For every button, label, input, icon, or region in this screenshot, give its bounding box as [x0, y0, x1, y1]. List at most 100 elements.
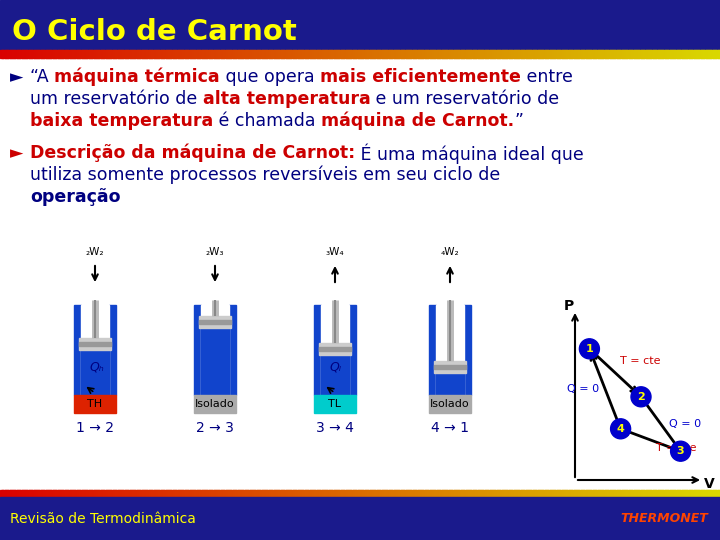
Bar: [243, 50, 246, 58]
Bar: [646, 50, 649, 58]
Bar: [245, 490, 248, 497]
Bar: [247, 490, 251, 497]
Bar: [506, 490, 510, 497]
Bar: [48, 50, 51, 58]
Bar: [79, 490, 83, 497]
Bar: [641, 50, 644, 58]
Bar: [528, 490, 531, 497]
Bar: [518, 50, 522, 58]
Bar: [351, 490, 354, 497]
Text: ►: ►: [10, 144, 23, 162]
Bar: [715, 490, 719, 497]
Bar: [492, 490, 495, 497]
Bar: [77, 490, 80, 497]
Bar: [228, 50, 231, 58]
Bar: [151, 490, 155, 497]
Bar: [202, 490, 205, 497]
Bar: [482, 50, 486, 58]
Text: Descrição da máquina de Carnot:: Descrição da máquina de Carnot:: [30, 144, 355, 163]
Bar: [81, 50, 85, 58]
Bar: [207, 490, 210, 497]
Bar: [300, 50, 303, 58]
Bar: [648, 490, 652, 497]
Bar: [590, 50, 594, 58]
Bar: [312, 50, 315, 58]
Bar: [693, 50, 697, 58]
Bar: [194, 490, 198, 497]
Bar: [631, 490, 634, 497]
Bar: [192, 490, 195, 497]
Bar: [204, 50, 207, 58]
Bar: [171, 50, 174, 58]
Bar: [2, 490, 6, 497]
Bar: [526, 490, 529, 497]
Bar: [173, 490, 176, 497]
Bar: [314, 395, 356, 413]
Bar: [310, 490, 313, 497]
Bar: [229, 305, 236, 395]
Bar: [271, 490, 274, 497]
Bar: [29, 50, 32, 58]
Text: ₂W₃: ₂W₃: [206, 247, 224, 257]
Bar: [17, 490, 20, 497]
Bar: [264, 50, 267, 58]
Bar: [254, 50, 258, 58]
Bar: [564, 490, 567, 497]
Bar: [531, 490, 534, 497]
Bar: [120, 490, 123, 497]
Bar: [423, 490, 426, 497]
Bar: [216, 490, 220, 497]
Bar: [319, 490, 323, 497]
Bar: [233, 50, 236, 58]
Bar: [631, 50, 634, 58]
Bar: [578, 490, 582, 497]
Bar: [360, 50, 364, 58]
Bar: [120, 50, 123, 58]
Bar: [130, 490, 133, 497]
Bar: [358, 50, 361, 58]
Bar: [655, 50, 659, 58]
Bar: [322, 50, 325, 58]
Bar: [429, 305, 436, 395]
Bar: [81, 490, 85, 497]
Bar: [281, 490, 284, 497]
Bar: [429, 395, 471, 413]
Bar: [569, 490, 572, 497]
Bar: [696, 50, 699, 58]
Bar: [41, 50, 44, 58]
Bar: [24, 50, 27, 58]
Bar: [485, 50, 488, 58]
Bar: [235, 50, 238, 58]
Bar: [538, 490, 541, 497]
Bar: [106, 490, 109, 497]
Bar: [214, 490, 217, 497]
Bar: [338, 50, 342, 58]
Bar: [665, 50, 668, 58]
Bar: [605, 50, 608, 58]
Bar: [27, 50, 30, 58]
Bar: [391, 50, 395, 58]
Bar: [679, 50, 683, 58]
Bar: [166, 50, 169, 58]
Bar: [329, 490, 332, 497]
Bar: [178, 50, 181, 58]
Bar: [693, 490, 697, 497]
Bar: [86, 490, 90, 497]
Text: 2: 2: [637, 392, 645, 402]
Bar: [261, 490, 265, 497]
Bar: [607, 50, 611, 58]
Bar: [511, 490, 515, 497]
Bar: [718, 490, 720, 497]
Bar: [451, 490, 454, 497]
Bar: [315, 490, 318, 497]
Bar: [348, 490, 351, 497]
Bar: [547, 50, 551, 58]
Bar: [593, 50, 596, 58]
Bar: [360, 490, 364, 497]
Bar: [84, 50, 87, 58]
Bar: [675, 490, 678, 497]
Bar: [91, 490, 94, 497]
Bar: [319, 343, 351, 355]
Bar: [257, 50, 260, 58]
Bar: [274, 490, 277, 497]
